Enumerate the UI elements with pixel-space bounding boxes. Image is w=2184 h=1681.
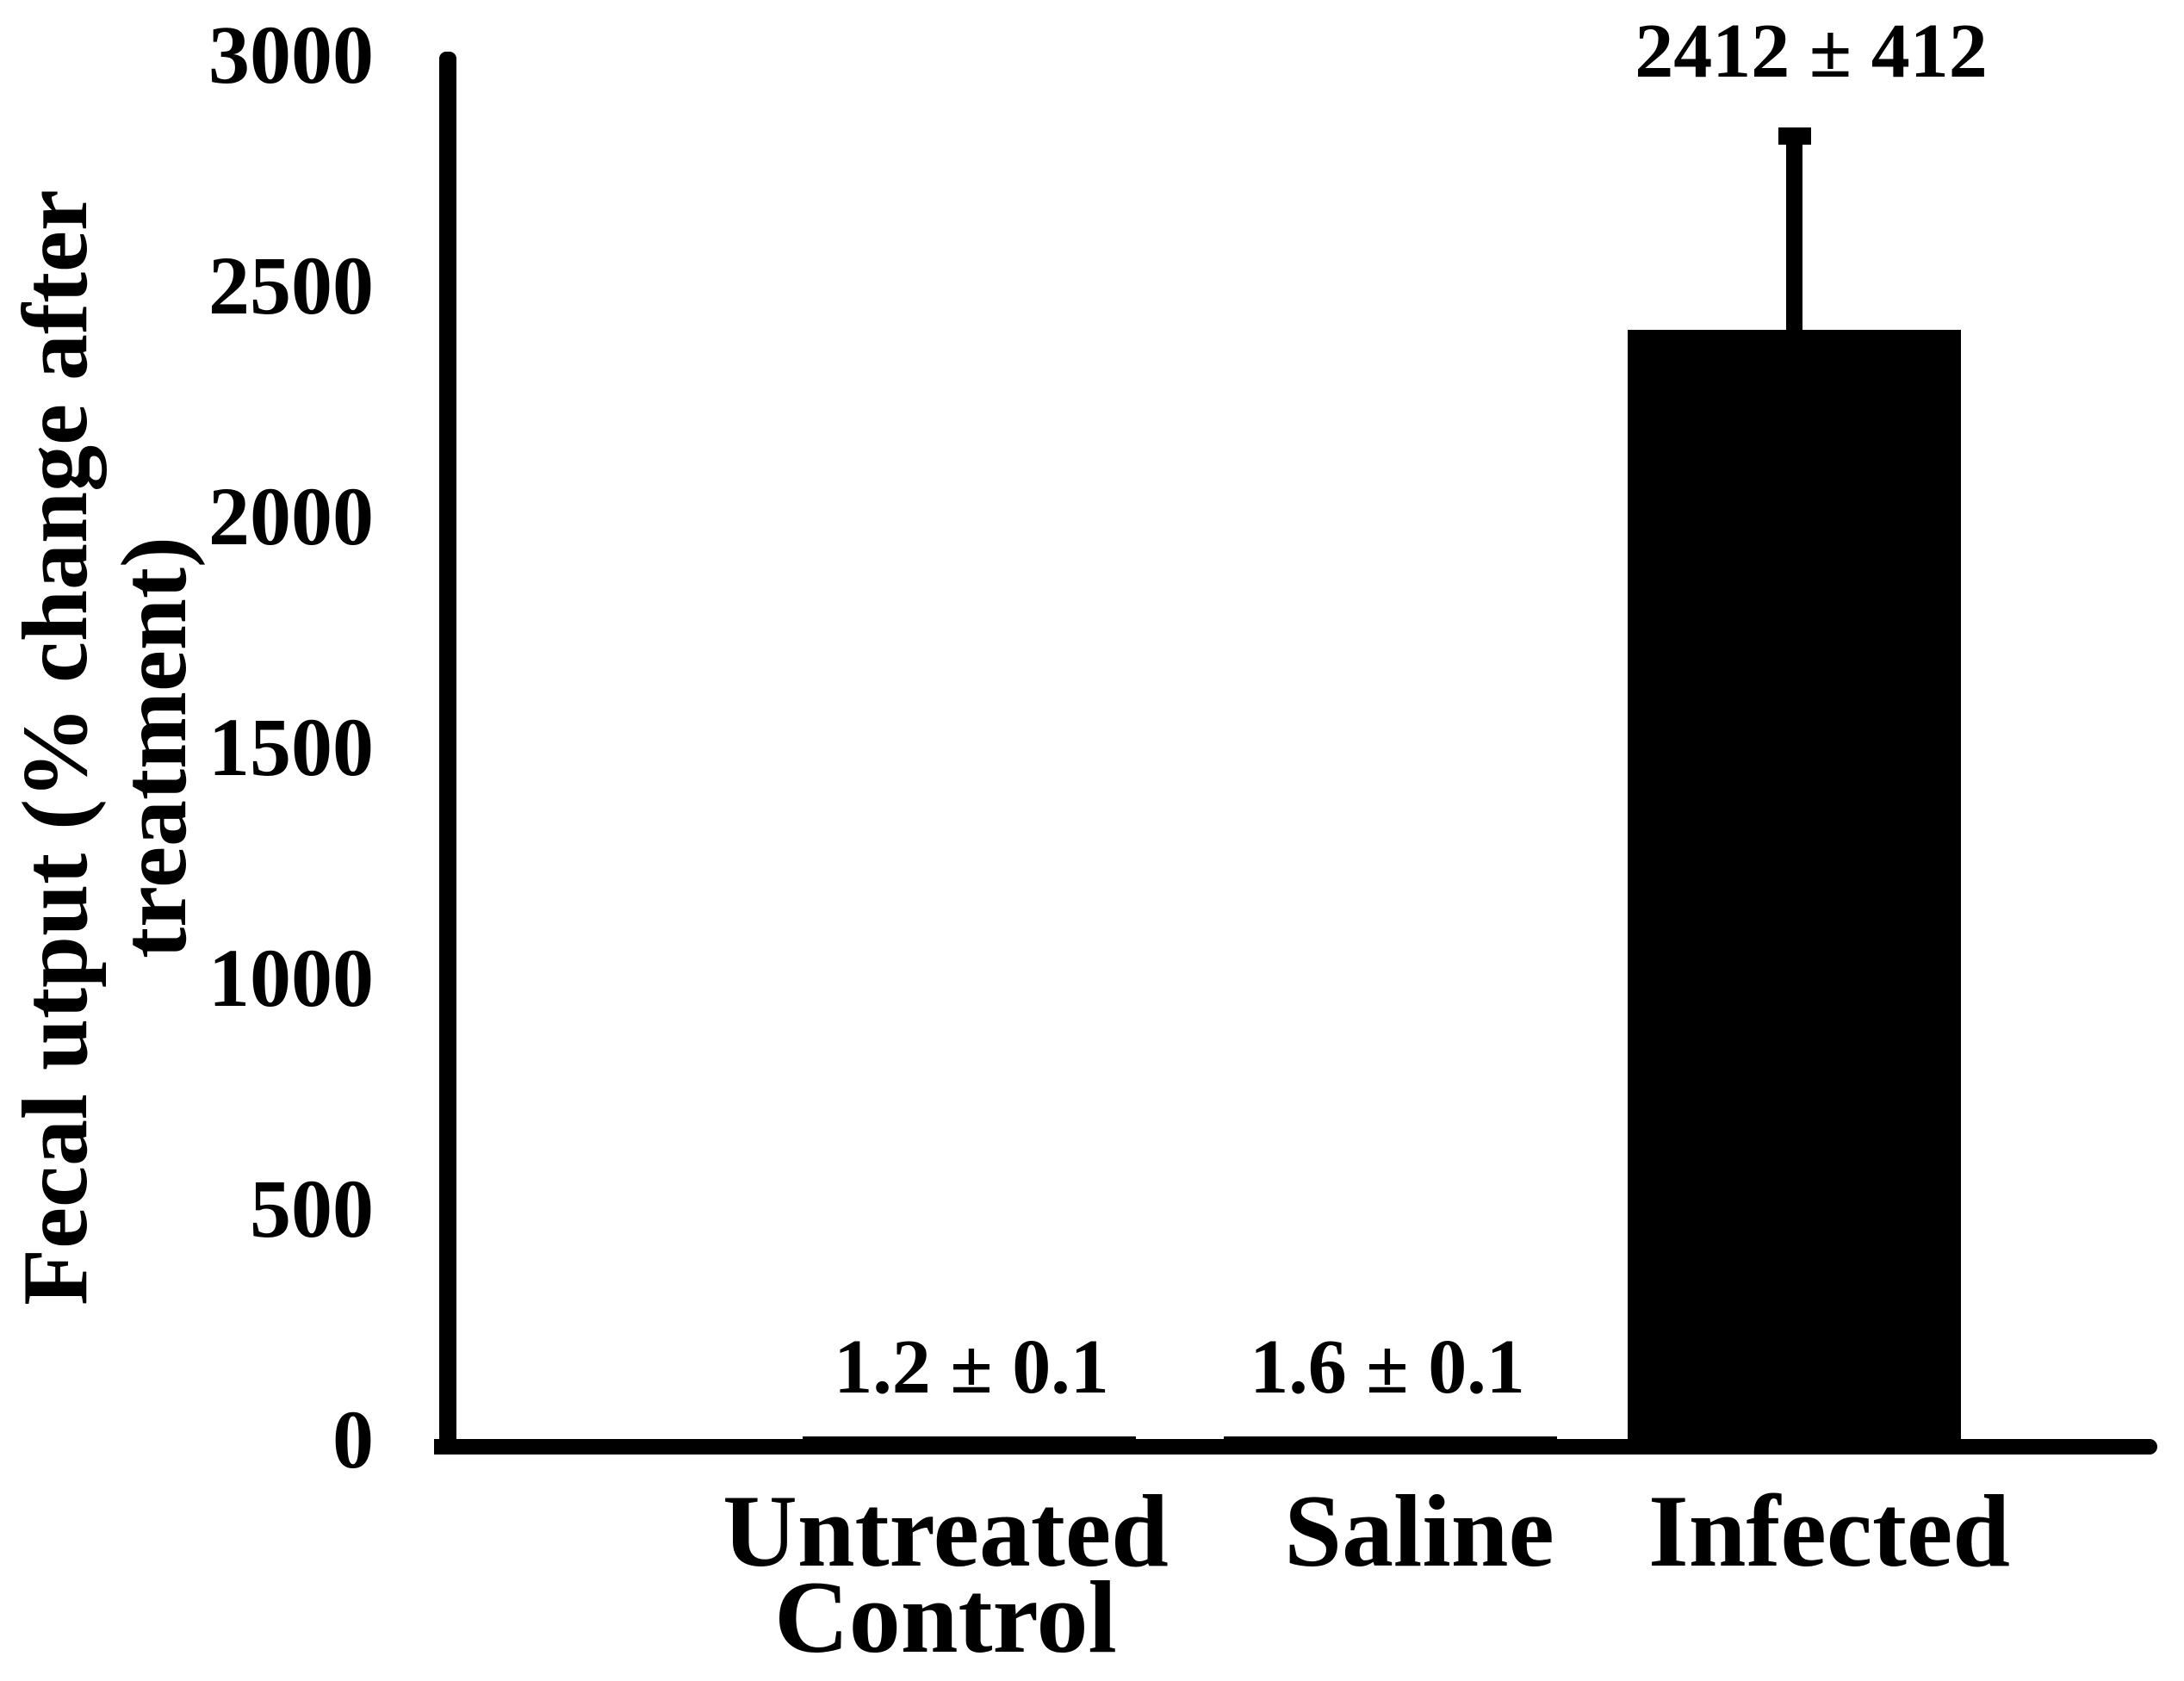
category-label-line: Untreated bbox=[723, 1473, 1169, 1588]
value-annotation-saline: 1.6 ± 0.1 bbox=[1250, 1324, 1525, 1410]
bar-saline bbox=[1224, 1436, 1557, 1443]
category-label-infected: Infected bbox=[1648, 1473, 2010, 1588]
error-bar-cap-infected bbox=[1778, 127, 1811, 146]
y-tick-label-0: 0 bbox=[332, 1393, 374, 1486]
category-label-line: Control bbox=[774, 1560, 1117, 1674]
y-axis-title-line-2: treatment) bbox=[103, 537, 206, 958]
value-annotation-untreated-control: 1.2 ± 0.1 bbox=[834, 1324, 1109, 1410]
y-axis-title-line-1: Fecal utput (% change after bbox=[4, 189, 107, 1306]
category-label-line: Infected bbox=[1648, 1473, 2010, 1588]
y-axis-title: Fecal utput (% change after treatment) bbox=[4, 145, 206, 1350]
error-bar-stem-infected bbox=[1786, 136, 1802, 344]
y-tick-label-1000: 1000 bbox=[208, 932, 374, 1024]
bar-untreated-control bbox=[803, 1436, 1136, 1443]
y-tick-label-3000: 3000 bbox=[208, 9, 374, 101]
category-label-line: Saline bbox=[1284, 1473, 1554, 1588]
y-tick-label-2000: 2000 bbox=[208, 470, 374, 562]
category-label-untreated-control: Untreated Control bbox=[723, 1473, 1169, 1674]
bar-infected bbox=[1628, 330, 1961, 1443]
value-annotation-infected: 2412 ± 412 bbox=[1635, 9, 1988, 94]
category-label-saline: Saline bbox=[1284, 1473, 1554, 1588]
y-tick-label-1500: 1500 bbox=[208, 701, 374, 793]
y-tick-label-500: 500 bbox=[250, 1163, 374, 1255]
y-tick-label-2500: 2500 bbox=[208, 239, 374, 332]
y-axis-line bbox=[439, 52, 456, 1455]
